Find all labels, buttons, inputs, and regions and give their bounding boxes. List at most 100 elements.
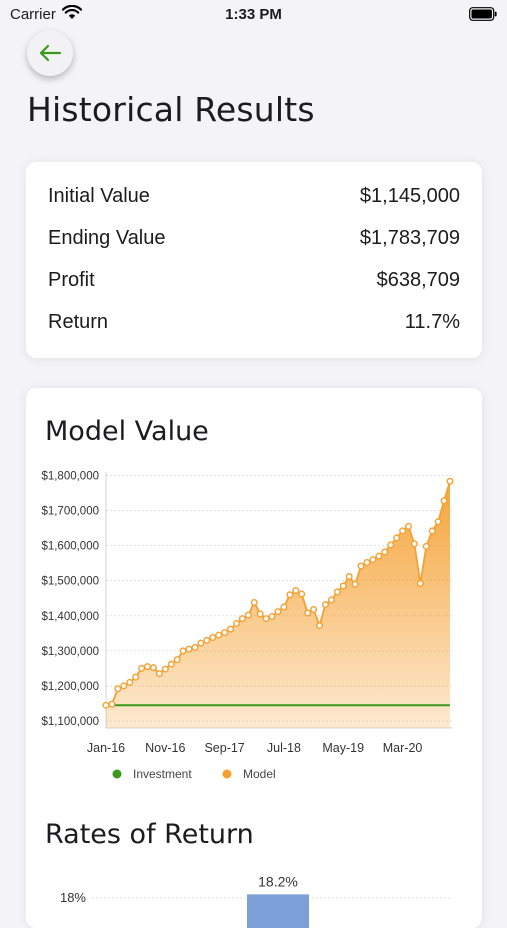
y-tick-label: 18% bbox=[60, 890, 86, 905]
model-point bbox=[304, 609, 312, 617]
model-point bbox=[369, 556, 377, 564]
model-point bbox=[126, 678, 134, 686]
model-point bbox=[138, 664, 146, 672]
model-point bbox=[316, 622, 324, 630]
model-point bbox=[387, 541, 395, 549]
x-tick-label: May-19 bbox=[322, 741, 364, 755]
y-tick-label: $1,400,000 bbox=[41, 611, 99, 623]
y-tick-label: $1,600,000 bbox=[41, 541, 99, 553]
model-point bbox=[292, 587, 300, 595]
summary-row-return: Return 11.7% bbox=[48, 311, 460, 341]
model-point bbox=[446, 477, 454, 485]
arrow-left-icon bbox=[39, 44, 62, 62]
model-point bbox=[345, 573, 353, 581]
model-value-chart: $1,100,000 $1,200,000 $1,300,000 $1,400,000… bbox=[41, 471, 454, 781]
model-point bbox=[227, 625, 235, 633]
y-tick-label: $1,100,000 bbox=[41, 716, 99, 728]
model-point bbox=[132, 673, 140, 681]
model-point bbox=[197, 639, 205, 647]
summary-label: Initial Value bbox=[48, 185, 150, 207]
model-point bbox=[298, 590, 306, 598]
model-chart-card: Model Value $1,100,000 $1,200,000 $1,300,0… bbox=[26, 388, 482, 928]
y-tick-label: $1,200,000 bbox=[41, 681, 99, 693]
carrier-label: Carrier bbox=[10, 6, 56, 23]
model-point bbox=[399, 527, 407, 535]
summary-label: Return bbox=[48, 311, 109, 333]
model-point bbox=[404, 522, 412, 530]
model-area bbox=[106, 481, 450, 728]
model-point bbox=[149, 664, 157, 672]
model-point bbox=[428, 527, 436, 535]
model-point bbox=[114, 685, 122, 693]
summary-row-initial-value: Initial Value $1,145,000 bbox=[48, 185, 460, 215]
legend-investment-label: Investment bbox=[133, 767, 192, 781]
model-point bbox=[155, 670, 163, 678]
y-tick-label: $1,300,000 bbox=[41, 646, 99, 658]
model-point bbox=[221, 629, 229, 637]
legend-investment-swatch bbox=[112, 769, 122, 779]
model-point bbox=[440, 497, 448, 505]
model-point bbox=[209, 634, 217, 642]
bar-data-label: 18.2% bbox=[258, 873, 298, 889]
summary-row-ending-value: Ending Value $1,783,709 bbox=[48, 227, 460, 257]
model-point bbox=[268, 612, 276, 620]
x-tick-label: Jul-18 bbox=[267, 741, 301, 755]
model-point bbox=[232, 619, 240, 627]
y-tick-label: $1,800,000 bbox=[41, 471, 99, 483]
model-point bbox=[375, 552, 383, 560]
model-point bbox=[185, 645, 193, 653]
back-button[interactable] bbox=[27, 30, 73, 76]
model-point bbox=[339, 582, 347, 590]
model-point bbox=[238, 615, 246, 623]
y-tick-label: $1,500,000 bbox=[41, 576, 99, 588]
page-title: Historical Results bbox=[27, 90, 315, 129]
model-point bbox=[173, 656, 181, 664]
model-point bbox=[310, 605, 318, 613]
model-point bbox=[102, 701, 110, 709]
model-point bbox=[144, 663, 152, 671]
model-point bbox=[333, 588, 341, 596]
rates-of-return-chart: 18% 18.2% bbox=[60, 873, 452, 928]
model-point bbox=[274, 608, 282, 616]
summary-label: Ending Value bbox=[48, 227, 166, 249]
x-tick-label: Mar-20 bbox=[383, 741, 423, 755]
status-bar: Carrier 1:33 PM bbox=[0, 0, 507, 30]
model-point bbox=[203, 636, 211, 644]
model-point bbox=[161, 665, 169, 673]
summary-value: $1,783,709 bbox=[359, 227, 460, 249]
legend-model-label: Model bbox=[243, 767, 276, 781]
model-point bbox=[256, 610, 264, 618]
model-point bbox=[262, 615, 270, 623]
wifi-icon bbox=[62, 5, 82, 19]
summary-value: $1,145,000 bbox=[359, 185, 460, 207]
model-point bbox=[410, 540, 418, 548]
x-tick-label: Jan-16 bbox=[87, 741, 125, 755]
model-point bbox=[363, 558, 371, 566]
model-point bbox=[357, 562, 365, 570]
model-point bbox=[321, 601, 329, 609]
summary-row-profit: Profit $638,709 bbox=[48, 269, 460, 299]
model-point bbox=[250, 598, 258, 606]
battery-icon bbox=[469, 7, 497, 21]
model-point bbox=[422, 542, 430, 550]
model-point bbox=[179, 647, 187, 655]
model-point bbox=[381, 548, 389, 556]
model-point bbox=[191, 643, 199, 651]
model-point bbox=[434, 518, 442, 526]
summary-value: 11.7% bbox=[404, 311, 460, 333]
summary-value: $638,709 bbox=[376, 269, 460, 291]
model-point bbox=[120, 682, 128, 690]
model-point bbox=[167, 660, 175, 668]
model-point bbox=[215, 631, 223, 639]
model-point bbox=[280, 603, 288, 611]
model-point bbox=[416, 580, 424, 588]
rates-of-return-title: Rates of Return bbox=[45, 819, 254, 850]
model-point bbox=[286, 591, 294, 599]
model-point bbox=[108, 700, 116, 708]
status-time: 1:33 PM bbox=[225, 6, 282, 23]
x-tick-label: Nov-16 bbox=[145, 741, 185, 755]
model-chart-title: Model Value bbox=[45, 416, 209, 447]
model-point bbox=[327, 596, 335, 604]
summary-card: Initial Value $1,145,000 Ending Value $1… bbox=[26, 162, 482, 358]
model-point bbox=[351, 580, 359, 588]
